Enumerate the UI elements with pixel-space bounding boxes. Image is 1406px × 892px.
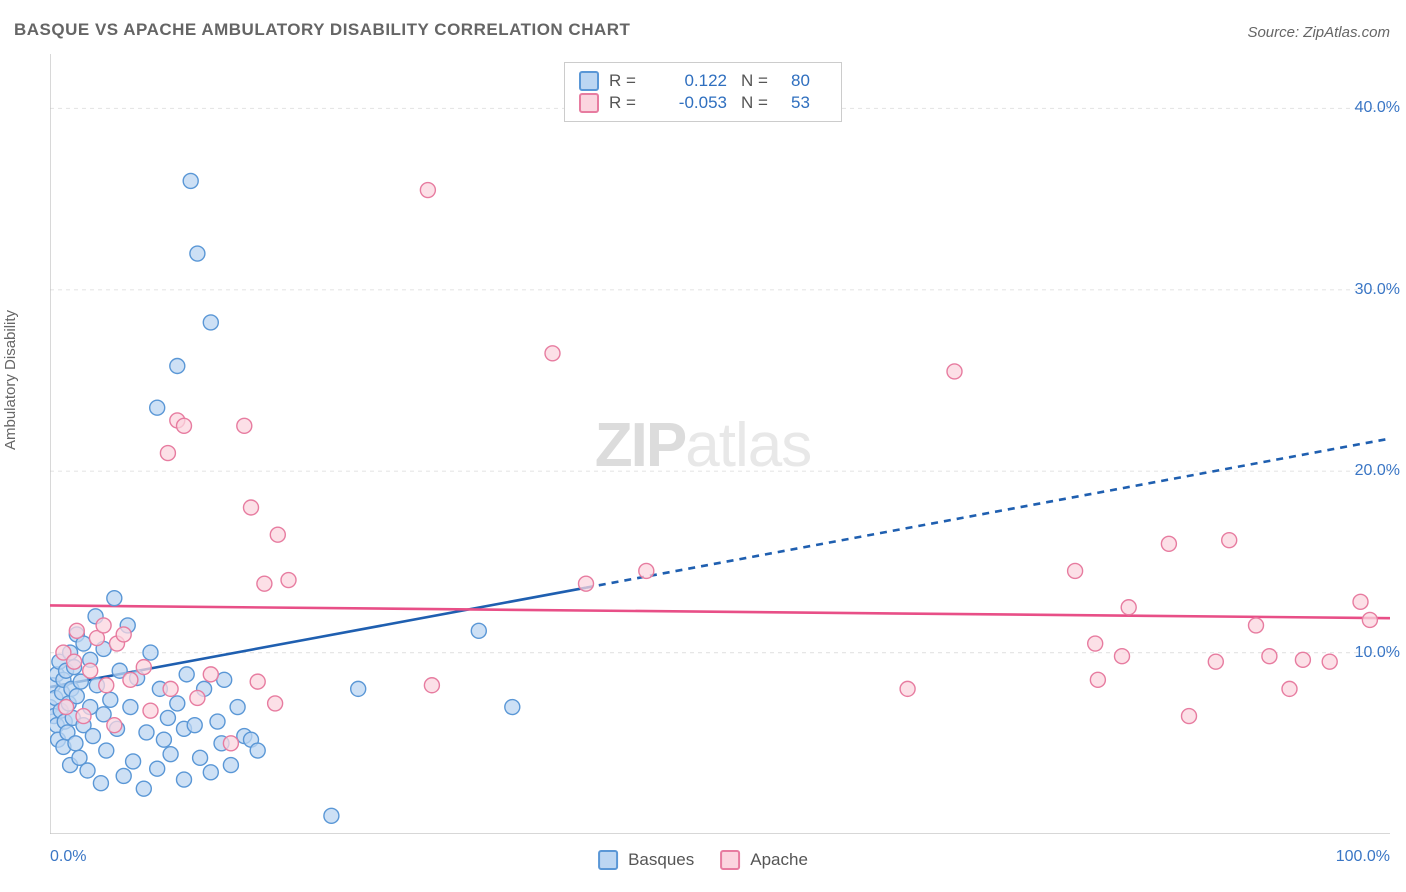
legend-label-basques: Basques [628, 850, 694, 870]
n-label: N = [741, 93, 781, 113]
source-attribution: Source: ZipAtlas.com [1247, 24, 1390, 41]
scatter-chart [50, 54, 1390, 834]
legend-label-apache: Apache [750, 850, 808, 870]
legend-row-basques: R = 0.122 N = 80 [579, 71, 827, 91]
y-tick-label: 30.0% [1355, 281, 1400, 299]
x-tick-label-min: 0.0% [50, 848, 86, 866]
y-tick-label: 20.0% [1355, 462, 1400, 480]
y-axis-label: Ambulatory Disability [2, 310, 19, 450]
swatch-basques [598, 850, 618, 870]
r-value-apache: -0.053 [659, 93, 727, 113]
swatch-basques [579, 71, 599, 91]
chart-container: BASQUE VS APACHE AMBULATORY DISABILITY C… [0, 0, 1406, 892]
n-value-apache: 53 [791, 93, 827, 113]
legend-item-apache: Apache [720, 850, 808, 870]
r-label: R = [609, 93, 649, 113]
swatch-apache [579, 93, 599, 113]
chart-title: BASQUE VS APACHE AMBULATORY DISABILITY C… [14, 20, 630, 40]
x-tick-label-max: 100.0% [1336, 848, 1390, 866]
legend-item-basques: Basques [598, 850, 694, 870]
r-label: R = [609, 71, 649, 91]
correlation-legend: R = 0.122 N = 80 R = -0.053 N = 53 [564, 62, 842, 122]
series-legend: Basques Apache [598, 850, 808, 870]
y-tick-label: 10.0% [1355, 644, 1400, 662]
y-tick-label: 40.0% [1355, 99, 1400, 117]
r-value-basques: 0.122 [659, 71, 727, 91]
n-value-basques: 80 [791, 71, 827, 91]
n-label: N = [741, 71, 781, 91]
swatch-apache [720, 850, 740, 870]
legend-row-apache: R = -0.053 N = 53 [579, 93, 827, 113]
